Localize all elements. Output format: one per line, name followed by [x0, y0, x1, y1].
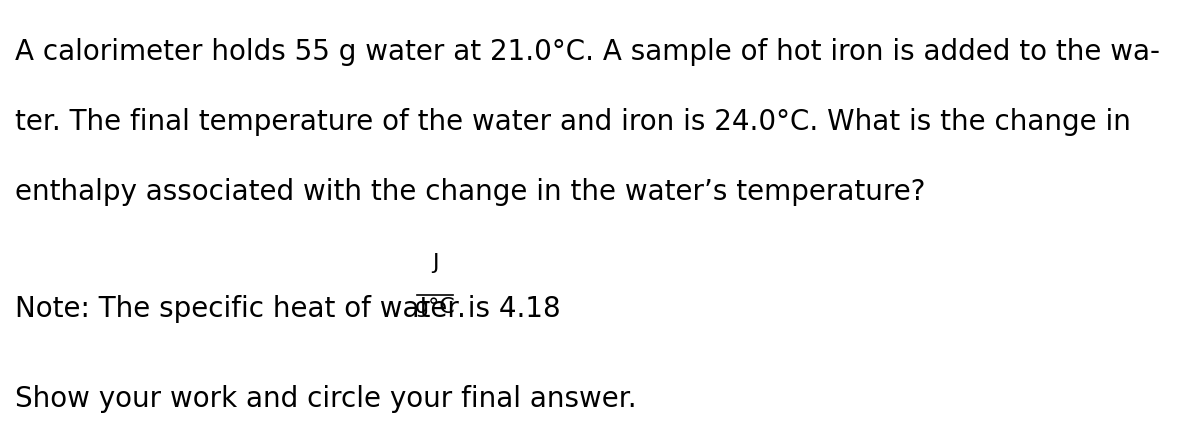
Text: ter. The final temperature of the water and iron is 24.0°C. What is the change i: ter. The final temperature of the water … [14, 108, 1130, 136]
Text: Show your work and circle your final answer.: Show your work and circle your final ans… [14, 385, 637, 413]
Text: J: J [432, 253, 438, 273]
Text: enthalpy associated with the change in the water’s temperature?: enthalpy associated with the change in t… [14, 178, 925, 206]
Text: A calorimeter holds 55 g water at 21.0°C. A sample of hot iron is added to the w: A calorimeter holds 55 g water at 21.0°C… [14, 38, 1160, 66]
Text: Note: The specific heat of water is 4.18: Note: The specific heat of water is 4.18 [14, 295, 588, 323]
Text: .: . [457, 295, 466, 323]
Text: g°C: g°C [415, 297, 455, 317]
